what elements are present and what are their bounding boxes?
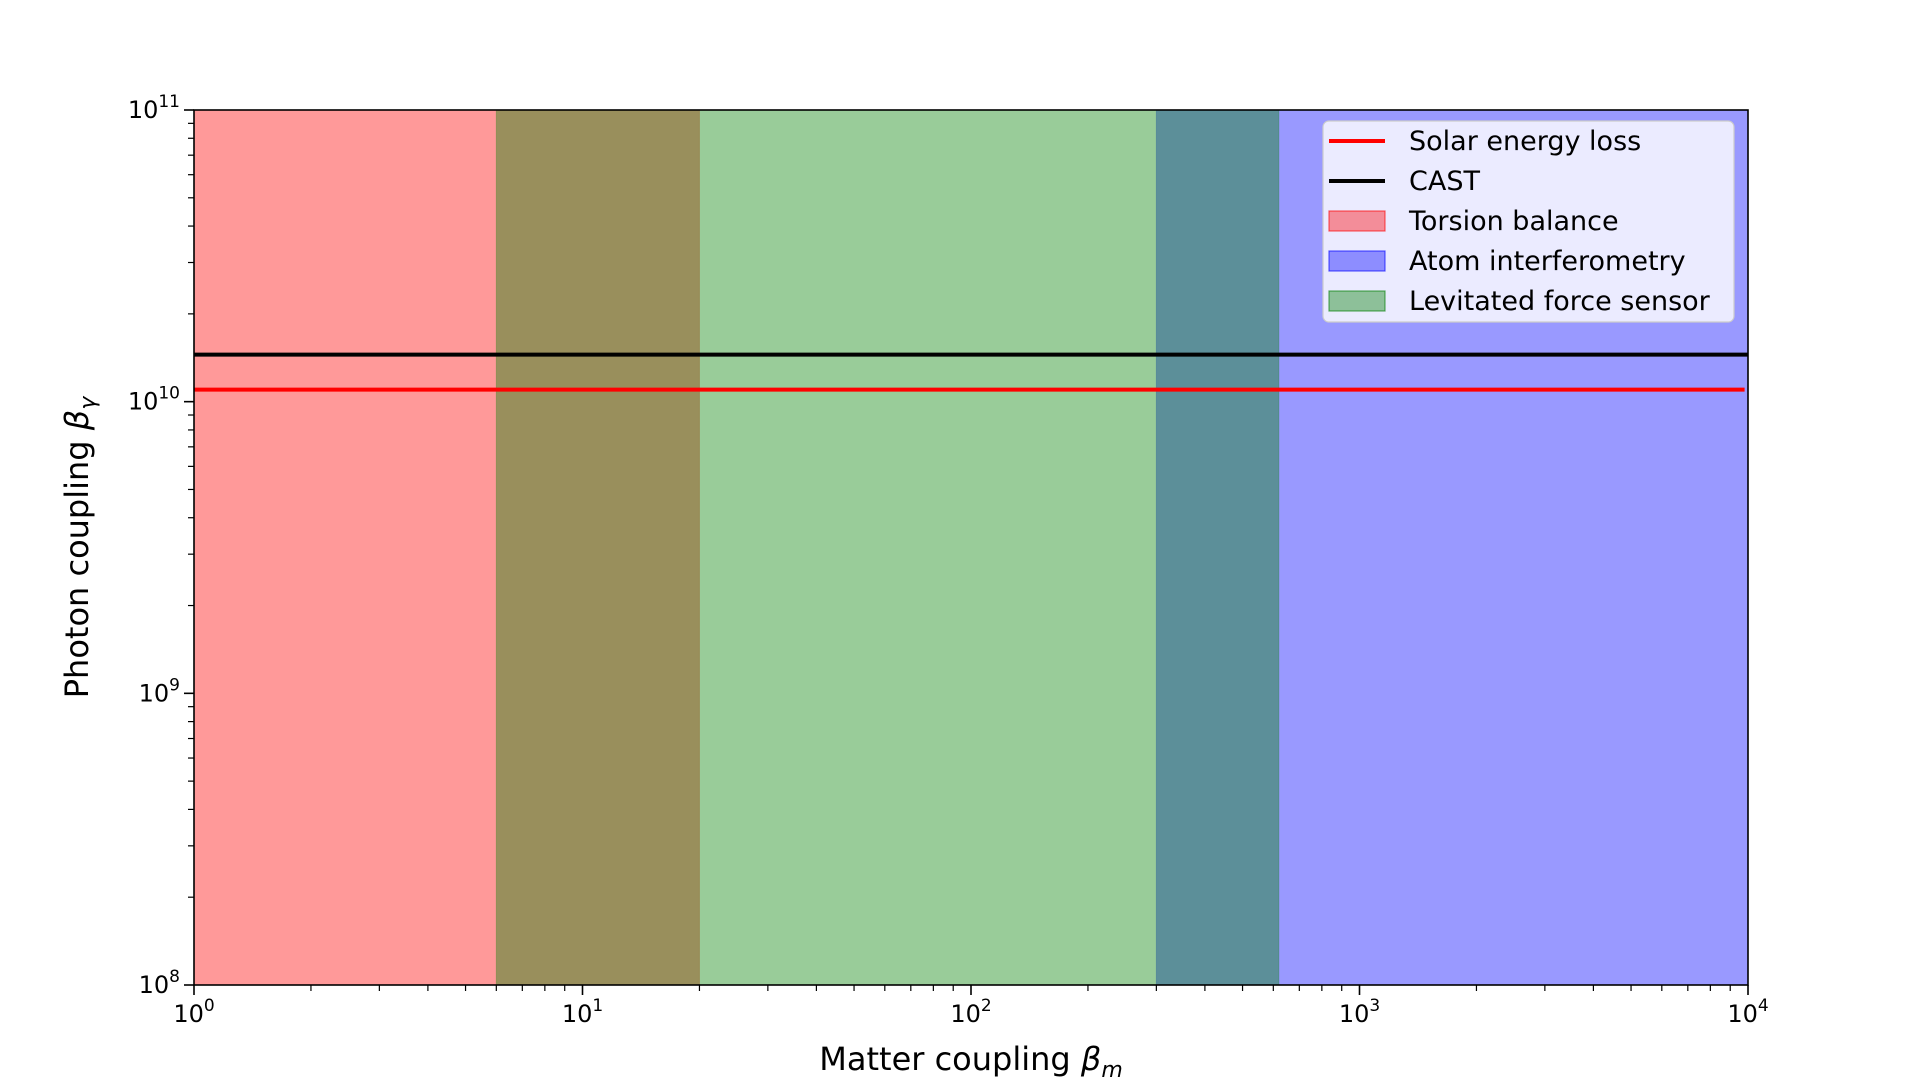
x-axis-label: Matter coupling βm bbox=[819, 1040, 1123, 1080]
legend-swatch bbox=[1328, 290, 1386, 312]
tick-labels: 100 101 102 103 104 108 109 1010 1011 bbox=[128, 92, 1769, 1028]
y-tick-label: 1010 bbox=[128, 384, 180, 416]
y-tick-label: 109 bbox=[139, 675, 180, 707]
y-tick-label: 1011 bbox=[128, 92, 180, 124]
x-tick-label: 103 bbox=[1339, 996, 1380, 1028]
x-tick-label: 101 bbox=[562, 996, 603, 1028]
band-torsion-balance bbox=[193, 109, 700, 986]
legend-swatch bbox=[1328, 210, 1386, 232]
legend-swatch bbox=[1328, 250, 1386, 272]
legend-label: Levitated force sensor bbox=[1409, 286, 1711, 317]
x-tick-label: 102 bbox=[950, 996, 991, 1028]
y-tick-label: 108 bbox=[139, 967, 180, 999]
legend-item-levitated-force-sensor: Levitated force sensor bbox=[1328, 286, 1711, 317]
band-levitated-force-sensor bbox=[495, 109, 1280, 986]
x-tick-label: 100 bbox=[173, 996, 214, 1028]
legend-label: Torsion balance bbox=[1408, 206, 1619, 237]
legend-item-cast: CAST bbox=[1329, 166, 1480, 197]
legend-box bbox=[1322, 120, 1735, 323]
legend-item-torsion-balance: Torsion balance bbox=[1328, 206, 1619, 237]
limit-lines bbox=[194, 352, 1748, 392]
axis-ticks bbox=[184, 109, 1749, 995]
legend: Solar energy loss CAST Torsion balance Atom… bbox=[1322, 120, 1735, 323]
y-axis-label: Photon coupling βγ bbox=[58, 396, 101, 698]
legend-item-solar-energy-loss: Solar energy loss bbox=[1329, 126, 1641, 157]
legend-label: Solar energy loss bbox=[1409, 126, 1641, 157]
legend-label: Atom interferometry bbox=[1409, 246, 1686, 277]
x-tick-label: 104 bbox=[1727, 996, 1768, 1028]
legend-item-atom-interferometry: Atom interferometry bbox=[1328, 246, 1686, 277]
legend-label: CAST bbox=[1409, 166, 1480, 197]
